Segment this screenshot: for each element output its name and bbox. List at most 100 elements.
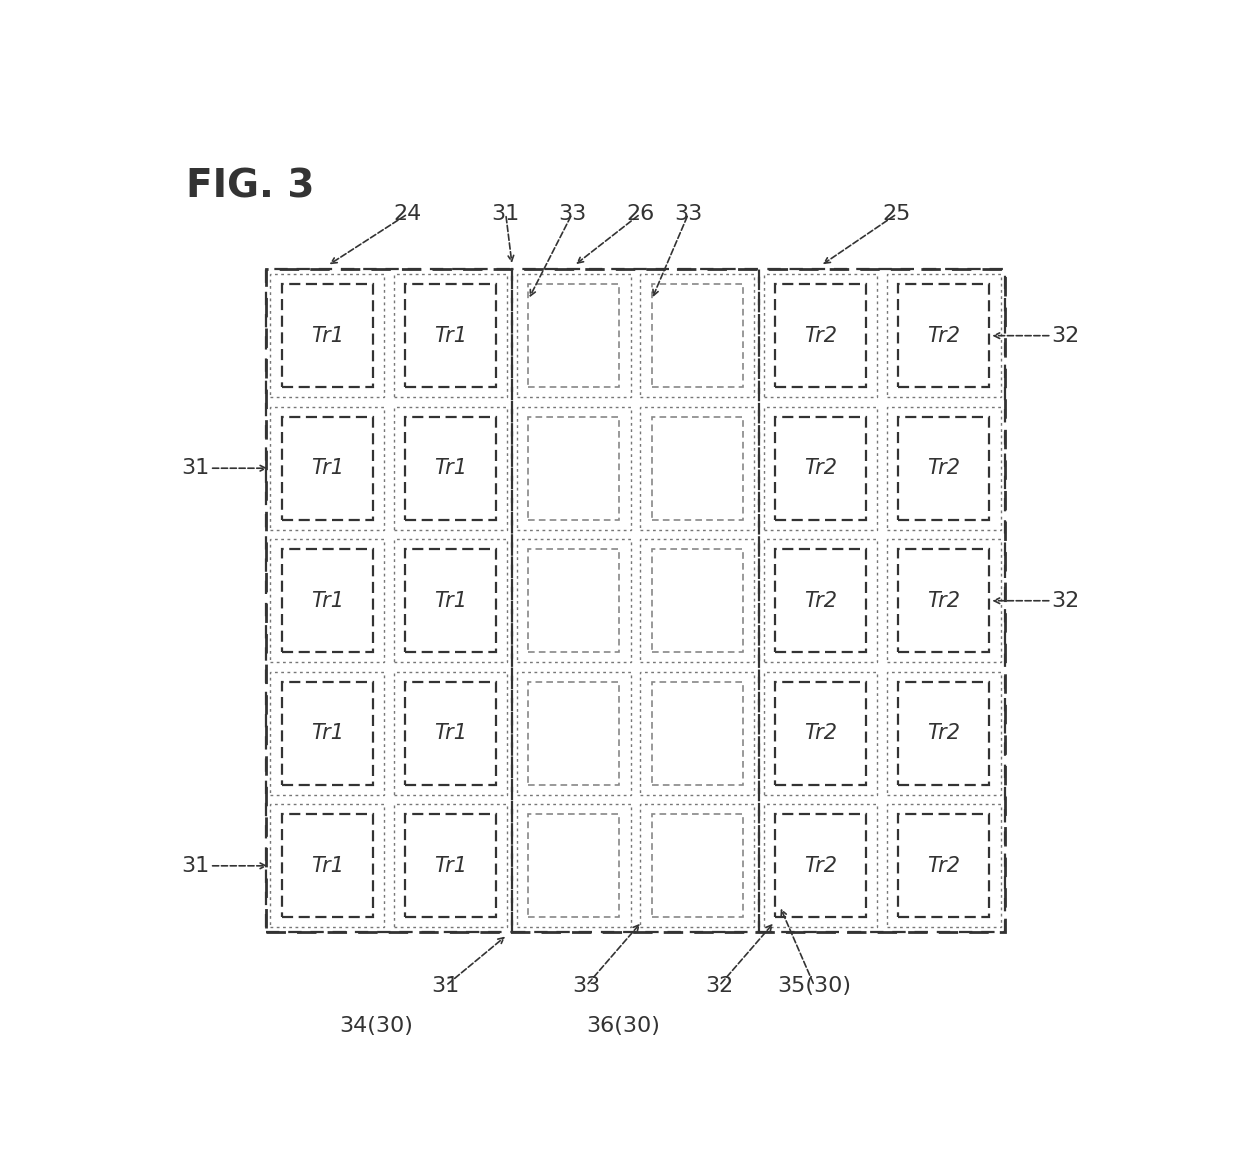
Bar: [281, 416, 373, 520]
Text: Tr2: Tr2: [928, 458, 960, 478]
Bar: [775, 549, 866, 652]
Bar: [887, 274, 1001, 398]
Text: 31: 31: [181, 856, 210, 876]
Text: 32: 32: [1052, 326, 1080, 345]
Text: 34(30): 34(30): [340, 1016, 413, 1036]
Bar: [640, 407, 754, 530]
Text: 33: 33: [558, 204, 587, 224]
Text: Tr2: Tr2: [804, 458, 837, 478]
Bar: [898, 682, 990, 785]
Bar: [775, 284, 866, 387]
Bar: [898, 416, 990, 520]
Bar: [270, 274, 384, 398]
Bar: [270, 804, 384, 927]
Text: Tr1: Tr1: [434, 591, 467, 611]
Bar: [887, 407, 1001, 530]
Bar: [651, 682, 743, 785]
Bar: [517, 407, 631, 530]
Text: 31: 31: [181, 458, 210, 478]
Bar: [764, 407, 877, 530]
Bar: [517, 540, 631, 663]
Bar: [640, 671, 754, 795]
Bar: [887, 671, 1001, 795]
Bar: [775, 416, 866, 520]
Bar: [528, 814, 620, 918]
Text: 25: 25: [883, 204, 911, 224]
Bar: [759, 270, 1006, 932]
Bar: [394, 407, 507, 530]
Text: Tr1: Tr1: [311, 458, 343, 478]
Bar: [887, 804, 1001, 927]
Text: Tr1: Tr1: [434, 856, 467, 876]
Bar: [528, 284, 620, 387]
Bar: [517, 671, 631, 795]
Bar: [528, 549, 620, 652]
Text: Tr2: Tr2: [804, 591, 837, 611]
Bar: [898, 284, 990, 387]
Bar: [651, 416, 743, 520]
Bar: [640, 274, 754, 398]
Bar: [265, 270, 1006, 932]
Bar: [281, 814, 373, 918]
Text: Tr2: Tr2: [928, 326, 960, 345]
Text: Tr2: Tr2: [928, 591, 960, 611]
Bar: [281, 682, 373, 785]
Text: 33: 33: [675, 204, 703, 224]
Bar: [640, 804, 754, 927]
Bar: [281, 284, 373, 387]
Text: Tr1: Tr1: [434, 723, 467, 743]
Text: Tr1: Tr1: [434, 458, 467, 478]
Text: 31: 31: [432, 976, 460, 996]
Text: Tr1: Tr1: [311, 326, 343, 345]
Bar: [651, 814, 743, 918]
Bar: [898, 549, 990, 652]
Text: Tr2: Tr2: [928, 723, 960, 743]
Bar: [512, 270, 759, 932]
Bar: [775, 682, 866, 785]
Bar: [517, 274, 631, 398]
Text: 32: 32: [1052, 591, 1080, 611]
Bar: [405, 284, 496, 387]
Bar: [270, 540, 384, 663]
Bar: [764, 804, 877, 927]
Text: Tr1: Tr1: [434, 326, 467, 345]
Text: Tr2: Tr2: [804, 326, 837, 345]
Bar: [640, 540, 754, 663]
Bar: [651, 549, 743, 652]
Bar: [270, 671, 384, 795]
Bar: [517, 804, 631, 927]
Bar: [898, 814, 990, 918]
Bar: [405, 416, 496, 520]
Bar: [651, 284, 743, 387]
Bar: [405, 682, 496, 785]
Bar: [281, 549, 373, 652]
Bar: [394, 274, 507, 398]
Bar: [394, 671, 507, 795]
Bar: [405, 814, 496, 918]
Bar: [270, 407, 384, 530]
Text: Tr2: Tr2: [804, 856, 837, 876]
Text: 26: 26: [626, 204, 655, 224]
Text: FIG. 3: FIG. 3: [186, 167, 314, 205]
Text: Tr1: Tr1: [311, 723, 343, 743]
Bar: [775, 814, 866, 918]
Text: 35(30): 35(30): [777, 976, 852, 996]
Text: Tr2: Tr2: [928, 856, 960, 876]
Bar: [394, 540, 507, 663]
Text: 24: 24: [393, 204, 422, 224]
Text: 32: 32: [706, 976, 733, 996]
Text: Tr1: Tr1: [311, 591, 343, 611]
Bar: [887, 540, 1001, 663]
Bar: [764, 540, 877, 663]
Text: 33: 33: [572, 976, 600, 996]
Text: 31: 31: [491, 204, 520, 224]
Bar: [764, 274, 877, 398]
Text: Tr2: Tr2: [804, 723, 837, 743]
Bar: [265, 270, 512, 932]
Bar: [528, 682, 620, 785]
Bar: [764, 671, 877, 795]
Text: Tr1: Tr1: [311, 856, 343, 876]
Bar: [394, 804, 507, 927]
Bar: [405, 549, 496, 652]
Bar: [528, 416, 620, 520]
